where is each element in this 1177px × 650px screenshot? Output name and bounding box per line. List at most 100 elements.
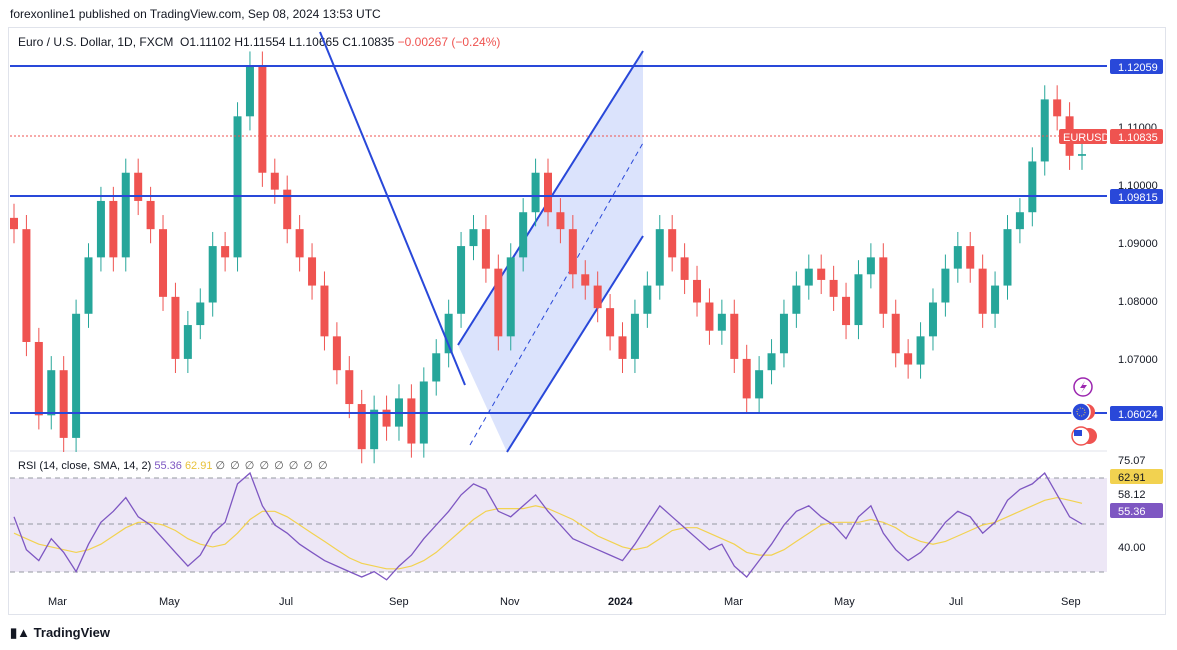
ohlc-close: C1.10835 [342,35,395,49]
candle-body[interactable] [916,336,925,365]
candle-body[interactable] [320,285,329,337]
candle-body[interactable] [47,370,56,416]
candle-body[interactable] [544,172,552,213]
candle-body[interactable] [606,308,615,337]
candle-body[interactable] [779,313,788,354]
candle-body[interactable] [357,404,366,450]
candle-body[interactable] [1003,229,1012,286]
candle-body[interactable] [481,229,490,269]
eu-flag-icon[interactable] [1071,402,1091,422]
candle-body[interactable] [370,409,379,450]
y-tick-label: 1.09000 [1118,238,1158,250]
candle-body[interactable] [469,229,478,247]
rsi-series-line[interactable] [13,471,1083,581]
candle-body[interactable] [444,313,453,354]
candle-body[interactable] [804,268,813,286]
candle-body[interactable] [332,336,341,371]
candle-body[interactable] [506,257,515,337]
candle-body[interactable] [245,65,254,117]
candle-body[interactable] [171,296,180,359]
candle-body[interactable] [829,279,838,297]
candle-body[interactable] [792,285,801,314]
candle-body[interactable] [407,398,416,444]
candle-body[interactable] [717,313,726,331]
eu-stars [1076,407,1086,417]
candle-body[interactable] [146,200,155,230]
candle-body[interactable] [581,274,590,286]
candle-body[interactable] [1028,161,1037,213]
candle-body[interactable] [121,172,130,258]
candle-body[interactable] [842,296,851,326]
candle-body[interactable] [134,172,143,201]
candle-body[interactable] [568,229,577,275]
candle-body[interactable] [742,358,751,399]
candle-body[interactable] [258,65,267,173]
candle-body[interactable] [208,246,217,303]
rsi-value-tag: 55.36 [1118,506,1146,518]
candle-body[interactable] [494,268,503,337]
candle-body[interactable] [34,341,43,416]
candle-body[interactable] [556,212,565,230]
candle-body[interactable] [655,229,664,286]
candle-body[interactable] [618,336,627,359]
rsi-tick-label: 40.00 [1118,542,1146,554]
candle-body[interactable] [270,172,279,190]
candle-body[interactable] [1015,212,1024,230]
candle-body[interactable] [854,274,863,326]
rsi-tick-label: 75.07 [1118,455,1146,467]
candle-body[interactable] [109,200,118,258]
symbol-name[interactable]: Euro / U.S. Dollar, 1D, FXCM [18,35,174,49]
candle-body[interactable] [643,285,652,314]
candle-body[interactable] [308,257,317,286]
candle-body[interactable] [630,313,639,359]
candle-body[interactable] [680,257,689,280]
candle-body[interactable] [966,246,975,269]
candle-body[interactable] [196,302,205,326]
candle-body[interactable] [432,353,441,382]
candle-body[interactable] [879,257,888,314]
candle-body[interactable] [295,229,304,258]
channel-lower-line[interactable] [506,235,644,453]
candle-body[interactable] [72,313,81,438]
candle-body[interactable] [345,370,354,405]
candle-body[interactable] [1040,99,1049,162]
candle-body[interactable] [96,200,105,258]
candle-body[interactable] [767,353,776,371]
tradingview-logo[interactable]: ▮▲ TradingView [10,625,110,641]
candle-body[interactable] [668,229,677,258]
candle-body[interactable] [221,246,230,258]
candle-body[interactable] [1078,154,1086,156]
candle-body[interactable] [84,257,93,314]
candle-body[interactable] [59,370,68,438]
candle-body[interactable] [457,246,466,314]
downtrend-line[interactable] [319,31,466,386]
candle-body[interactable] [953,246,962,269]
candle-body[interactable] [283,189,292,230]
candle-body[interactable] [928,302,937,337]
candle-body[interactable] [891,313,900,354]
rsi-label[interactable]: RSI (14, close, SMA, 14, 2) [18,460,152,472]
candle-body[interactable] [730,313,739,359]
candle-body[interactable] [866,257,875,275]
candle-body[interactable] [693,279,702,303]
candle-body[interactable] [183,325,192,359]
candle-body[interactable] [519,212,528,258]
candle-body[interactable] [941,268,950,303]
indicator-icons[interactable]: ∅ ∅ ∅ ∅ ∅ ∅ ∅ ∅ [215,460,329,472]
candle-body[interactable] [22,229,31,342]
candle-body[interactable] [593,285,602,309]
candle-body[interactable] [978,268,987,314]
candle-body[interactable] [382,409,391,427]
candle-body[interactable] [991,285,1000,314]
candle-body[interactable] [10,217,18,230]
candle-body[interactable] [705,302,714,331]
rsi-sma-line[interactable] [13,496,1083,570]
candle-body[interactable] [233,116,242,258]
candle-body[interactable] [817,268,826,280]
candle-body[interactable] [755,370,764,399]
candle-body[interactable] [159,229,168,297]
candle-body[interactable] [531,172,540,213]
candle-body[interactable] [904,353,913,365]
candle-body[interactable] [1053,99,1062,117]
